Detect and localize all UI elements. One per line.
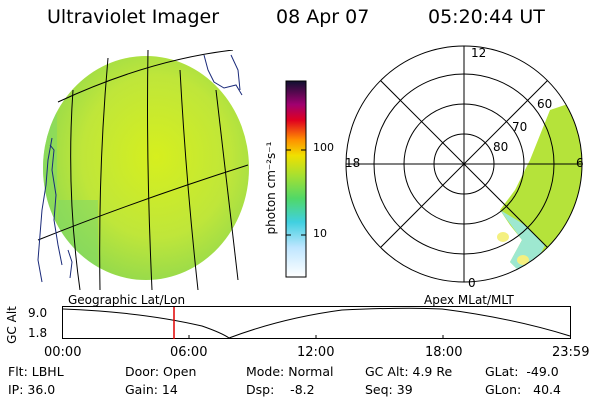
date-label: 08 Apr 07 <box>276 6 370 28</box>
mlt-label-12: 12 <box>471 46 487 60</box>
param-gc-alt: GC Alt: 4.9 Re <box>365 364 453 379</box>
altitude-xtick-2359: 23:59 <box>552 345 590 360</box>
param-ip: IP: 36.0 <box>8 382 56 397</box>
param-glat: GLat: -49.0 <box>485 364 559 379</box>
lat-ring-80: 80 <box>493 140 509 154</box>
colorbar-tick-100: 100 <box>313 141 334 154</box>
altitude-xtick-1800: 18:00 <box>425 345 463 360</box>
right-panel-caption: Apex MLat/MLT <box>424 293 514 307</box>
mlt-label-0: 0 <box>468 276 476 290</box>
param-flt: Flt: LBHL <box>8 364 64 379</box>
polar-plot <box>345 45 583 283</box>
altitude-xtick-0600: 06:00 <box>170 345 208 360</box>
altitude-xtick-0000: 00:00 <box>44 345 82 360</box>
altitude-ytick-low: 1.8 <box>28 326 48 340</box>
mlt-label-18: 18 <box>345 156 361 170</box>
mlt-label-6: 6 <box>576 156 584 170</box>
lat-ring-70: 70 <box>512 120 528 134</box>
param-dsp: Dsp: -8.2 <box>246 382 315 397</box>
left-panel-caption: Geographic Lat/Lon <box>68 293 186 307</box>
param-gain: Gain: 14 <box>125 382 178 397</box>
lat-ring-60: 60 <box>537 97 553 111</box>
altitude-ytick-high: 9.0 <box>28 306 48 320</box>
instrument-title: Ultraviolet Imager <box>47 6 220 28</box>
altitude-ylabel: GC Alt <box>5 306 19 344</box>
colorbar <box>285 80 307 278</box>
colorbar-unit-label: photon cm⁻²s⁻¹ <box>264 141 278 235</box>
lat-lon-grid <box>37 50 249 290</box>
coastline <box>37 54 243 283</box>
altitude-xtick-1200: 12:00 <box>297 345 335 360</box>
param-seq: Seq: 39 <box>365 382 413 397</box>
time-label: 05:20:44 UT <box>428 6 545 28</box>
param-glon: GLon: 40.4 <box>485 382 561 397</box>
param-mode: Mode: Normal <box>246 364 334 379</box>
colorbar-tick-10: 10 <box>313 227 327 240</box>
param-door: Door: Open <box>125 364 197 379</box>
polar-grid <box>345 45 583 283</box>
geographic-image <box>37 50 249 290</box>
altitude-curve <box>62 307 571 339</box>
altitude-plot <box>62 306 571 339</box>
